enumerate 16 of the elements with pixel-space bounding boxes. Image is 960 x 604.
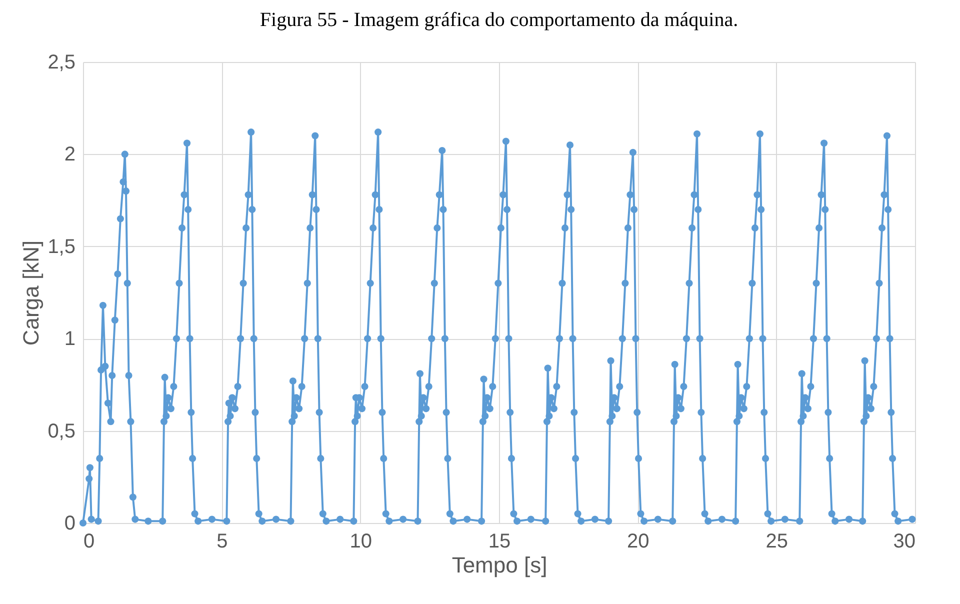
y-tick-label: 1,5 <box>48 236 76 258</box>
x-tick-label: 5 <box>216 530 228 552</box>
x-tick-label: 10 <box>350 530 372 552</box>
y-tick-label: 0 <box>64 512 76 534</box>
y-tick-label: 0,5 <box>48 420 76 442</box>
y-tick-label: 2 <box>64 144 76 166</box>
y-axis-title: Carga [kN] <box>18 240 44 346</box>
x-tick-label: 20 <box>627 530 650 552</box>
x-tick-label: 0 <box>84 530 95 552</box>
x-tick-label: 30 <box>893 530 916 552</box>
x-tick-label: 25 <box>766 530 788 552</box>
x-axis-title: Tempo [s] <box>452 552 548 578</box>
chart-title: Figura 55 - Imagem gráfica do comportamento da máquina. <box>260 9 738 31</box>
y-tick-label: 1 <box>64 328 76 350</box>
y-tick-label: 2,5 <box>48 52 76 74</box>
x-tick-label: 15 <box>488 530 511 552</box>
